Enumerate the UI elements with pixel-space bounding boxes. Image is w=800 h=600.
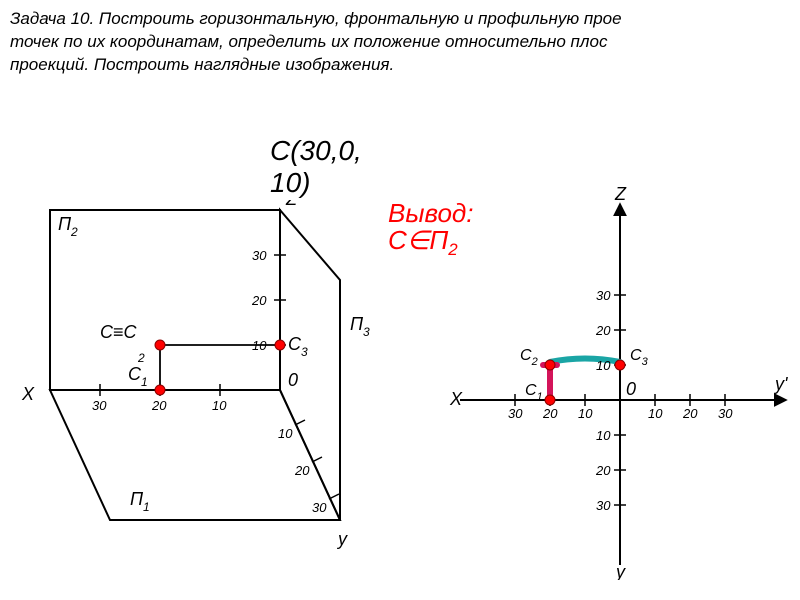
plane-P2: П2 xyxy=(58,214,78,239)
svg-text:30: 30 xyxy=(312,500,327,515)
axis-Yp: y' xyxy=(773,374,788,394)
axis-Y: y xyxy=(336,529,348,549)
svg-text:30: 30 xyxy=(252,248,267,263)
svg-text:30: 30 xyxy=(92,398,107,413)
label-CC: C≡C xyxy=(100,322,138,342)
svg-text:10: 10 xyxy=(648,406,663,421)
svg-text:10: 10 xyxy=(212,398,227,413)
svg-text:20: 20 xyxy=(682,406,698,421)
svg-text:30: 30 xyxy=(718,406,733,421)
svg-text:30: 30 xyxy=(508,406,523,421)
axis-X-r: X xyxy=(449,389,463,409)
svg-text:20: 20 xyxy=(595,323,611,338)
point-C3 xyxy=(275,340,285,350)
axis-X: X xyxy=(21,384,35,404)
svg-text:10: 10 xyxy=(578,406,593,421)
svg-text:20: 20 xyxy=(251,293,267,308)
svg-text:30: 30 xyxy=(596,498,611,513)
point-C1 xyxy=(155,385,165,395)
svg-text:20: 20 xyxy=(294,463,310,478)
svg-text:10: 10 xyxy=(596,358,611,373)
svg-text:20: 20 xyxy=(542,406,558,421)
task-text: Задача 10. Построить горизонтальную, фро… xyxy=(10,8,790,77)
point-C xyxy=(155,340,165,350)
label-CCs: 2 xyxy=(137,351,145,365)
right-diagram: Z X y' y 0 C1 C2 C3 10 20 30 10 20 30 10… xyxy=(420,170,795,580)
point-C2-right xyxy=(545,360,555,370)
task-line3: проекций. Построить наглядные изображени… xyxy=(10,55,394,74)
label-C1: C1 xyxy=(128,364,148,389)
axis-Y-r: y xyxy=(614,562,626,580)
task-line2: точек по их координатам, определить их п… xyxy=(10,32,607,51)
svg-text:20: 20 xyxy=(151,398,167,413)
origin-r: 0 xyxy=(626,379,636,399)
label-C2-r: C2 xyxy=(520,347,538,368)
origin: 0 xyxy=(288,370,298,390)
label-C3-r: C3 xyxy=(630,347,649,368)
axis-Z-r: Z xyxy=(614,184,627,204)
task-line1: Задача 10. Построить горизонтальную, фро… xyxy=(10,9,622,28)
point-C3-right xyxy=(615,360,625,370)
svg-text:10: 10 xyxy=(252,338,267,353)
svg-text:20: 20 xyxy=(595,463,611,478)
plane-P1: П1 xyxy=(130,489,150,514)
plane-P3: П3 xyxy=(350,314,370,339)
axis-Z: Z xyxy=(285,200,298,209)
svg-text:10: 10 xyxy=(278,426,293,441)
label-C3: C3 xyxy=(288,334,308,359)
point-C1-right xyxy=(545,395,555,405)
svg-text:30: 30 xyxy=(596,288,611,303)
left-diagram: Z X y 0 П2 П1 П3 C≡C 2 C1 C3 10 20 30 10… xyxy=(20,200,380,560)
svg-text:10: 10 xyxy=(596,428,611,443)
point-coordinates: C(30,0, 10) xyxy=(270,135,362,199)
